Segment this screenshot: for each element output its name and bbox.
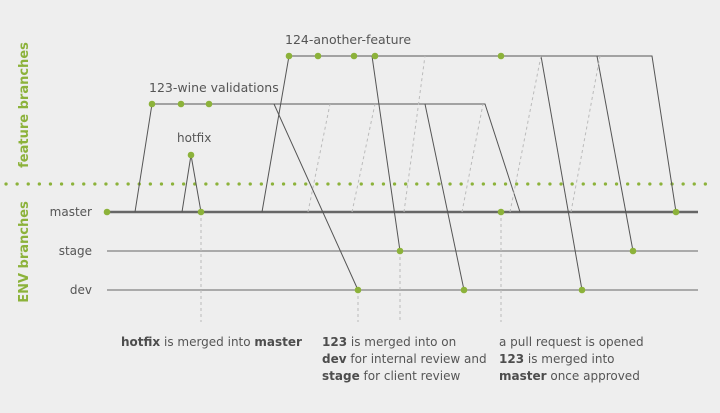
commit-dot [285,52,293,60]
merge-line [596,55,634,252]
note-bold: dev [322,352,347,366]
sync-line [403,55,426,213]
sync-line [307,103,331,213]
note-text: once approved [547,369,640,383]
pr-note-line-1: a pull request is opened [499,335,644,349]
merge-line [540,55,583,291]
commit-dot [497,52,505,60]
dev-label: dev [70,283,92,297]
commit-dot [578,286,586,294]
note-text: for internal review and [347,352,487,366]
merge-123-note-line-3: stage for client review [322,369,460,383]
merge-line [371,55,401,252]
commit-dot [371,52,379,60]
commit-dot [197,208,205,216]
commit-dot [103,208,111,216]
feature-branches-label: feature branches [17,42,32,168]
commit-dot [460,286,468,294]
merge-123-note-line-1: 123 is merged into on [322,335,456,349]
wine-branch-line [134,103,521,213]
commit-dot [177,100,185,108]
annotation-guides [200,212,502,322]
commit-dot [629,247,637,255]
note-text: is merged into [524,352,614,366]
note-bold: hotfix [121,335,160,349]
sync-line [570,55,601,213]
note-bold: stage [322,369,360,383]
hotfix-label: hotfix [177,131,211,145]
merge-123-note-line-2: dev for internal review and [322,352,487,366]
wine-validations-label: 123-wine validations [149,80,279,95]
note-text: for client review [360,369,461,383]
commit-dot [314,52,322,60]
commit-dots [103,52,680,294]
commit-dot [205,100,213,108]
note-bold: master [499,369,547,383]
commit-dot [354,286,362,294]
sync-line [509,55,542,213]
commit-dot [672,208,680,216]
master-label: master [50,205,92,219]
note-bold: 123 [499,352,524,366]
another-feature-label: 124-another-feature [285,32,411,47]
note-text: is merged into [160,335,254,349]
sync-line [351,103,376,213]
pr-note-line-2: 123 is merged into [499,352,615,366]
commit-dot [350,52,358,60]
env-branches-label: ENV branches [17,201,32,303]
stage-label: stage [59,244,92,258]
merge-line [424,103,465,291]
commit-dot [396,247,404,255]
note-text: is merged into on [347,335,456,349]
sync-line [461,103,484,213]
note-bold: master [254,335,302,349]
hotfix-note: hotfix is merged into master [121,335,302,349]
sync-lines [307,55,601,213]
commit-dot [497,208,505,216]
another-feature-branch-line [261,55,677,213]
note-bold: 123 [322,335,347,349]
pr-note-line-3: master once approved [499,369,640,383]
commit-dot [187,151,195,159]
commit-dot [148,100,156,108]
merge-line [273,103,359,291]
